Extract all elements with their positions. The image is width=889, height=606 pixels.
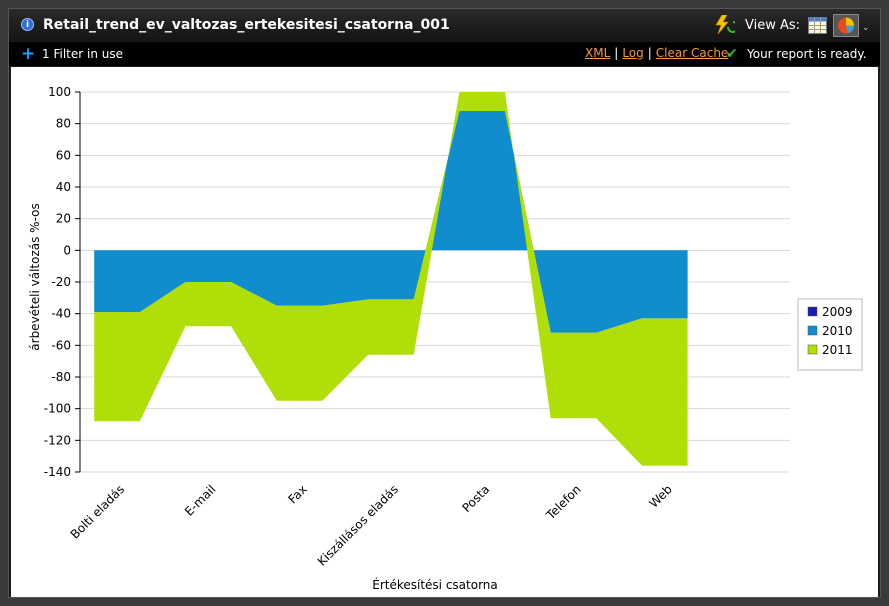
title-bar: i Retail_trend_ev_valtozas_ertekesitesi_… xyxy=(9,9,880,41)
info-icon[interactable]: i xyxy=(21,18,34,31)
report-links: XML | Log | Clear Cache xyxy=(585,46,729,60)
pie-chart-view-button[interactable] xyxy=(833,14,859,37)
y-tick-label-6: -20 xyxy=(51,275,71,289)
x-tick-label-1: E-mail xyxy=(182,482,219,519)
report-window: i Retail_trend_ev_valtozas_ertekesitesi_… xyxy=(8,8,881,598)
y-tick-label-0: 100 xyxy=(48,85,71,99)
refresh-bolt-icon[interactable] xyxy=(713,15,735,35)
chevron-down-icon[interactable]: ⌄ xyxy=(862,23,870,33)
report-title: Retail_trend_ev_valtozas_ertekesitesi_cs… xyxy=(43,17,450,33)
x-tick-label-2: Fax xyxy=(285,482,309,506)
chart-area: 100 80 60 40 20 0 -20 -40 -60 -80 -100 -120 -140 Bol… xyxy=(11,67,878,597)
x-axis-label: Értékesítési csatorna xyxy=(372,577,498,592)
y-tick-label-12: -140 xyxy=(44,465,71,479)
y-tick-label-10: -100 xyxy=(44,402,71,416)
filter-bar: + 1 Filter in use XML | Log | Clear Cache ✔ … xyxy=(9,42,880,66)
x-tick-label-4: Posta xyxy=(459,482,492,515)
legend-swatch-2010 xyxy=(807,325,818,336)
x-tick-label-6: Web xyxy=(647,482,675,510)
legend-label-2010: 2010 xyxy=(822,324,853,338)
y-tick-label-5: 0 xyxy=(63,243,71,257)
y-tick-label-9: -80 xyxy=(51,370,71,384)
y-tick-label-2: 60 xyxy=(56,148,71,162)
plus-icon[interactable]: + xyxy=(21,44,36,64)
legend-swatch-2011 xyxy=(807,344,818,355)
x-tick-label-3: Kiszállásos eladás xyxy=(315,482,401,568)
y-tick-label-1: 80 xyxy=(56,117,71,131)
x-tick-labels: Bolti eladás E-mail Fax Kiszállásos eladás P… xyxy=(68,482,675,568)
y-tick-label-4: 20 xyxy=(56,212,71,226)
y-tick-label-7: -40 xyxy=(51,307,71,321)
legend-label-2011: 2011 xyxy=(822,343,853,357)
clear-cache-link[interactable]: Clear Cache xyxy=(655,46,729,60)
filter-count-label[interactable]: 1 Filter in use xyxy=(42,47,123,61)
pie-chart-view-icon xyxy=(838,17,855,34)
legend-label-2009: 2009 xyxy=(822,305,853,319)
x-tick-label-5: Telefon xyxy=(543,482,584,523)
view-as-label: View As: xyxy=(745,18,801,33)
area-series xyxy=(94,92,688,466)
y-tick-label-11: -120 xyxy=(44,433,71,447)
check-icon: ✔ xyxy=(726,46,738,62)
y-tick-label-3: 40 xyxy=(56,180,71,194)
x-tick-label-0: Bolti eladás xyxy=(68,482,127,541)
area-series-2010 xyxy=(94,111,688,333)
table-view-icon[interactable] xyxy=(808,17,827,34)
y-axis-label: árbevételi változás %-os xyxy=(28,203,42,350)
area-chart: 100 80 60 40 20 0 -20 -40 -60 -80 -100 -120 -140 Bol… xyxy=(28,85,863,592)
y-tick-labels: 100 80 60 40 20 0 -20 -40 -60 -80 -100 -120 -140 xyxy=(44,85,80,479)
legend-swatch-2009 xyxy=(807,306,818,317)
legend: 2009 2010 2011 xyxy=(797,298,863,371)
y-tick-label-8: -60 xyxy=(51,338,71,352)
status-text: Your report is ready. xyxy=(747,47,867,61)
log-link[interactable]: Log xyxy=(622,46,644,60)
xml-link[interactable]: XML xyxy=(585,46,611,60)
area-series-2011 xyxy=(94,92,688,466)
